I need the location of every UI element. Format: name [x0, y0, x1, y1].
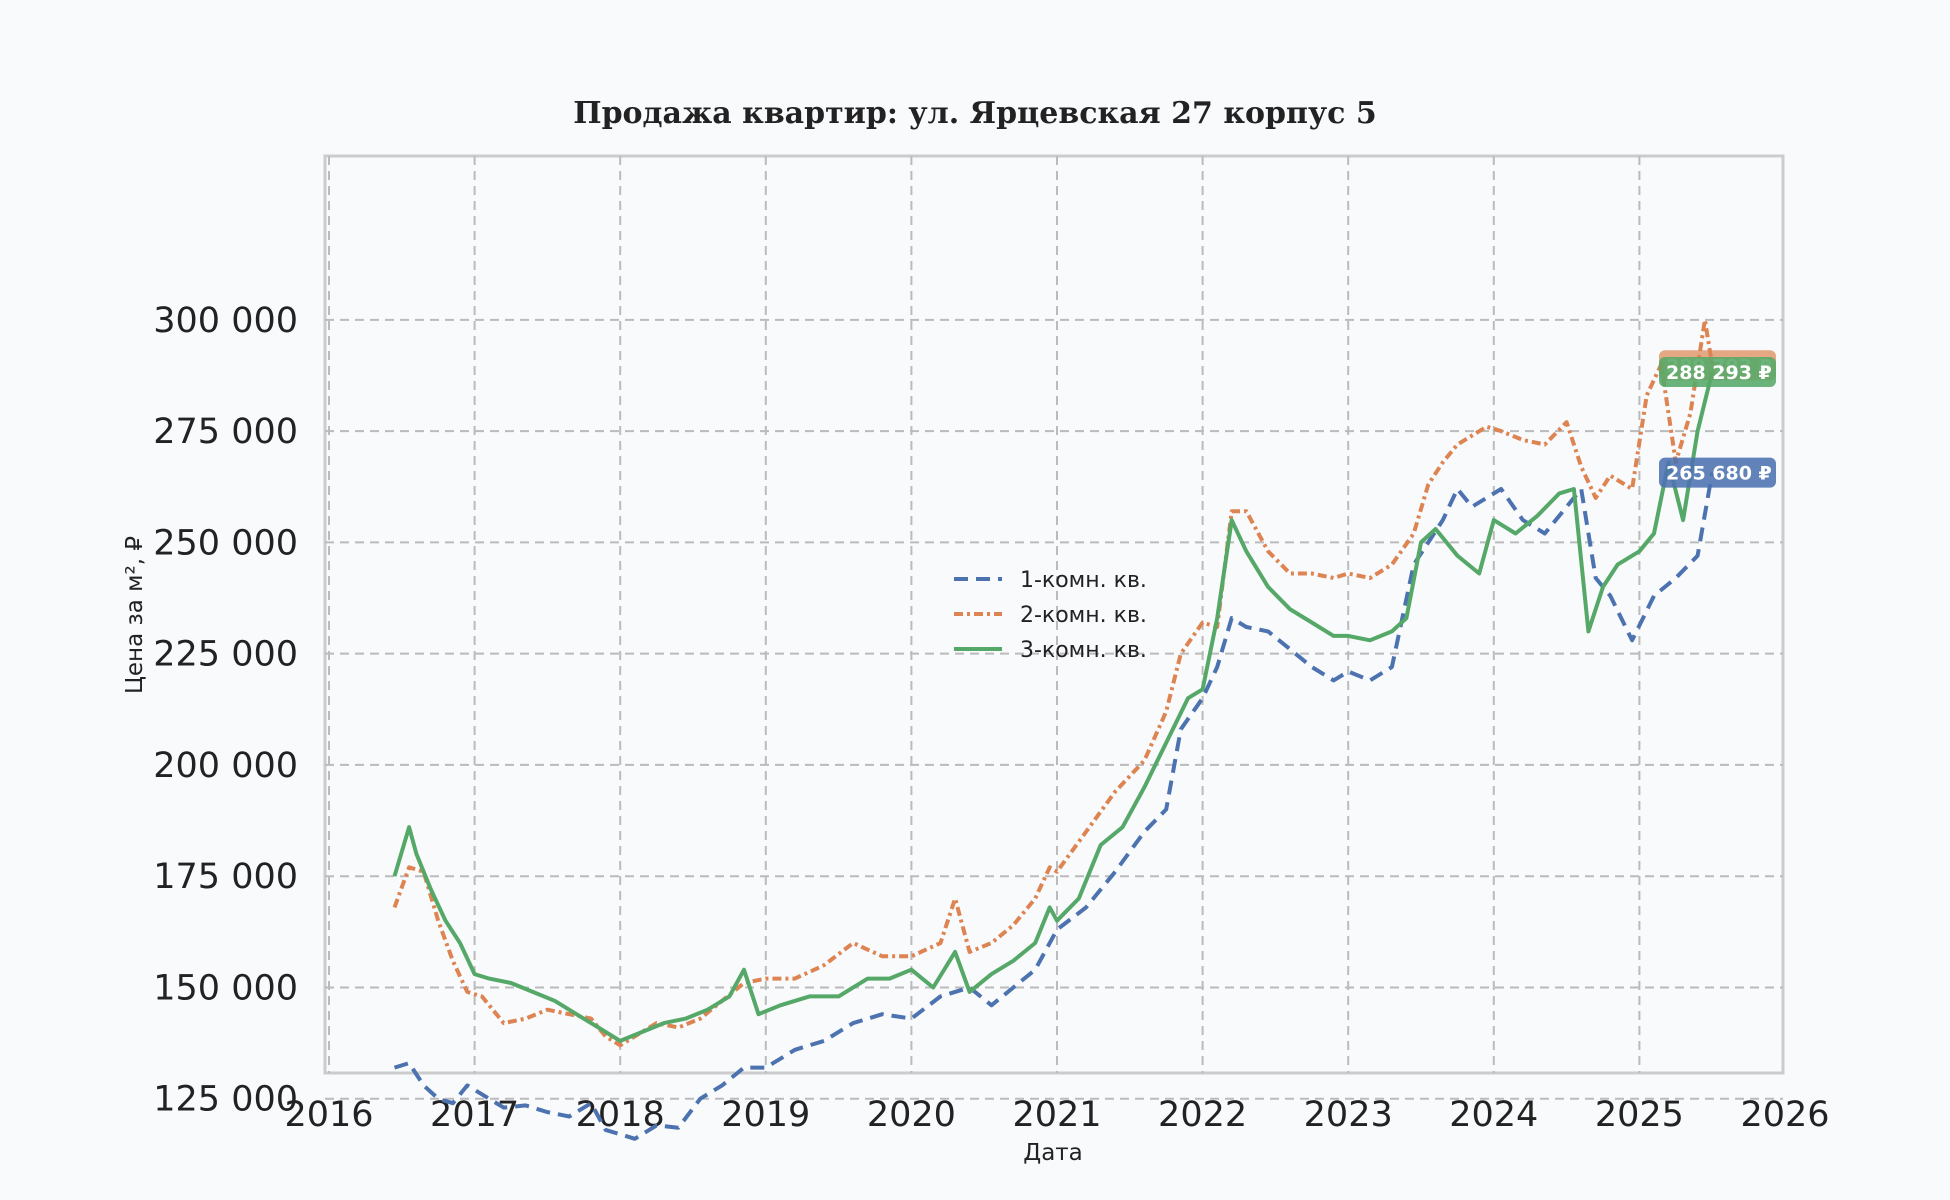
- y-tick-label: 300 000: [153, 301, 298, 341]
- y-axis-label: Цена за м², ₽: [122, 536, 148, 694]
- y-axis-ticks: 125 000 150 000 175 000 200 000 225 000 250 0…: [153, 301, 298, 1120]
- series-line: [392, 317, 1715, 1048]
- end-label-box: [1659, 356, 1776, 387]
- x-axis-ticks: 2016 2017 2018 2019 2020 2021 2022 2023 2024 2025…: [284, 1095, 1829, 1135]
- legend-label: 3-комн. кв.: [1020, 638, 1147, 663]
- series-line: [393, 472, 1715, 1141]
- series-line: [392, 371, 1715, 1043]
- legend-item: 3-комн. кв.: [954, 638, 1147, 663]
- grid: [325, 156, 1783, 1100]
- y-tick-label: 150 000: [153, 968, 298, 1008]
- series-lines: [392, 317, 1715, 1141]
- y-tick-label: 200 000: [153, 746, 298, 786]
- end-label-box: [1659, 457, 1776, 488]
- y-tick-label: 225 000: [153, 635, 298, 675]
- x-tick-label: 2023: [1304, 1095, 1393, 1135]
- x-tick-label: 2019: [721, 1095, 810, 1135]
- y-tick-label: 175 000: [153, 857, 298, 897]
- x-tick-label: 2025: [1595, 1095, 1684, 1135]
- legend-label: 1-комн. кв.: [1020, 568, 1147, 593]
- legend-label: 2-комн. кв.: [1020, 603, 1147, 628]
- legend: 1-комн. кв. 2-комн. кв. 3-комн. кв.: [954, 568, 1147, 663]
- x-axis-label: Дата: [1023, 1140, 1083, 1166]
- x-tick-label: 2021: [1012, 1095, 1101, 1135]
- plot-area: [323, 154, 1785, 1075]
- x-tick-label: 2026: [1740, 1095, 1829, 1135]
- x-tick-label: 2022: [1158, 1095, 1247, 1135]
- end-label-text: 288 293 ₽: [1666, 362, 1772, 384]
- y-tick-label: 275 000: [153, 412, 298, 452]
- legend-item: 2-комн. кв.: [954, 603, 1147, 628]
- end-label-text: 265 680 ₽: [1666, 463, 1772, 485]
- x-tick-label: 2020: [867, 1095, 956, 1135]
- end-value-label: 265 680 ₽: [1659, 457, 1776, 488]
- x-tick-label: 2016: [284, 1095, 373, 1135]
- y-tick-label: 250 000: [153, 523, 298, 563]
- x-tick-label: 2024: [1449, 1095, 1538, 1135]
- legend-item: 1-комн. кв.: [954, 568, 1147, 593]
- end-value-labels: 289 793 ₽288 293 ₽265 680 ₽: [1659, 350, 1776, 488]
- y-tick-label: 125 000: [153, 1080, 298, 1120]
- chart-title: Продажа квартир: ул. Ярцевская 27 корпус…: [573, 96, 1377, 131]
- end-value-label: 288 293 ₽: [1659, 356, 1776, 387]
